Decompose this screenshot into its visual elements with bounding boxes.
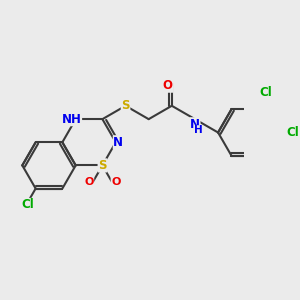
Text: N: N xyxy=(190,118,200,131)
Text: O: O xyxy=(111,177,121,187)
Text: O: O xyxy=(84,177,94,187)
Text: Cl: Cl xyxy=(286,126,299,139)
Text: S: S xyxy=(121,99,130,112)
Text: NH: NH xyxy=(62,113,82,126)
Text: Cl: Cl xyxy=(260,86,272,99)
Text: S: S xyxy=(98,159,107,172)
Text: O: O xyxy=(163,79,173,92)
Text: N: N xyxy=(113,136,123,149)
Text: Cl: Cl xyxy=(21,199,34,212)
Text: H: H xyxy=(194,125,203,135)
